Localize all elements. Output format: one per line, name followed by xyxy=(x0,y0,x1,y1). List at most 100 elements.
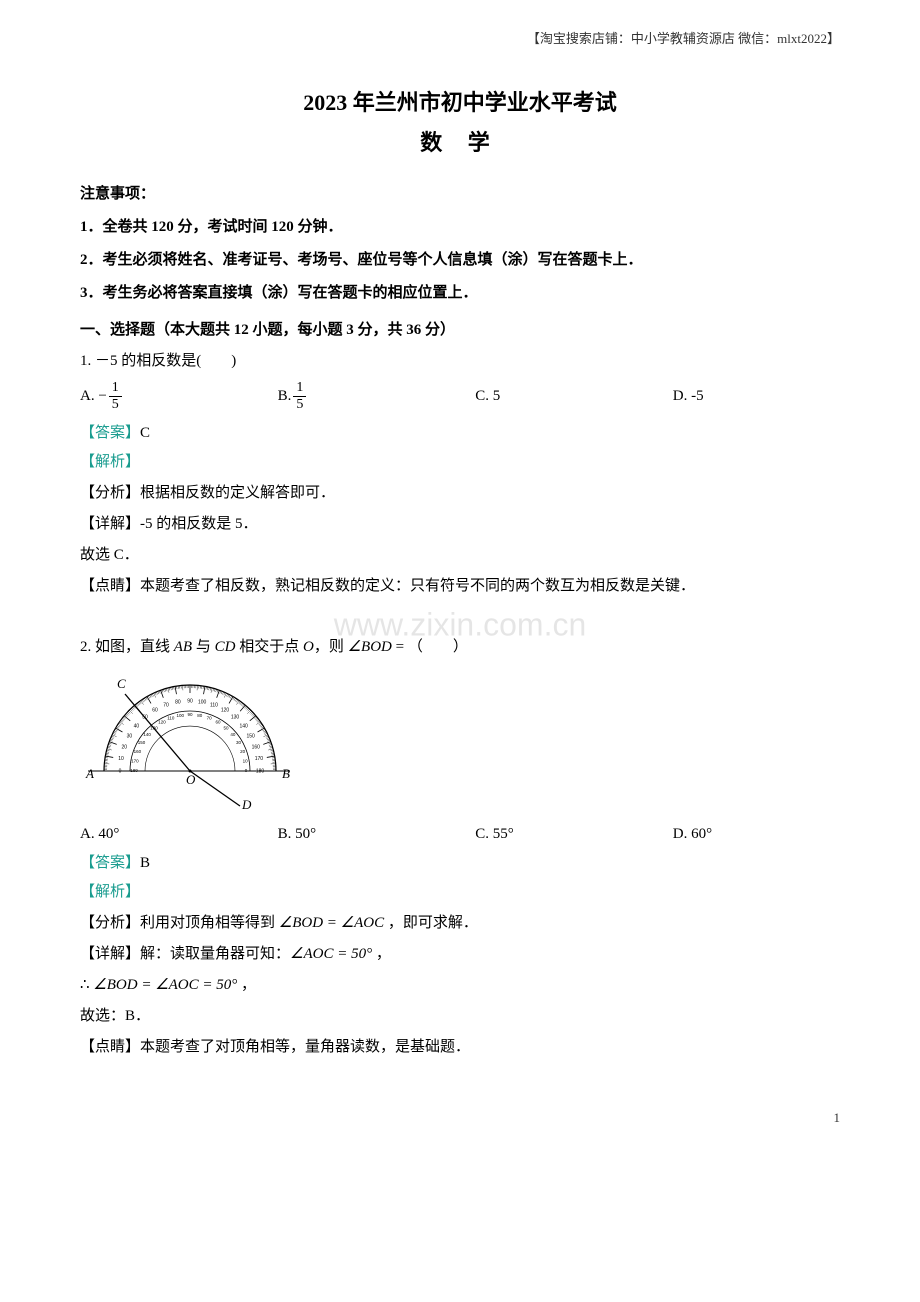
q1-option-a: A. − 1 5 xyxy=(80,380,278,413)
exam-title: 2023 年兰州市初中学业水平考试 xyxy=(80,85,840,117)
q2-answer-value: B xyxy=(140,855,150,871)
svg-text:70: 70 xyxy=(207,716,213,721)
q2-cd: CD xyxy=(215,639,236,655)
svg-text:20: 20 xyxy=(240,749,246,754)
q1-optA-num: 1 xyxy=(109,380,122,397)
svg-text:100: 100 xyxy=(177,713,185,718)
svg-text:170: 170 xyxy=(131,758,139,763)
q2-therefore-eq: ∠BOD = ∠AOC = 50° xyxy=(93,977,237,993)
q2-option-c: C. 55° xyxy=(475,826,673,843)
svg-text:40: 40 xyxy=(230,732,236,737)
q2-analysis-label: 【解析】 xyxy=(80,880,840,901)
q2-options: A. 40° B. 50° C. 55° D. 60° xyxy=(80,826,840,843)
svg-text:80: 80 xyxy=(175,699,181,705)
q2-option-b: B. 50° xyxy=(278,826,476,843)
label-B: B xyxy=(282,766,290,781)
svg-text:160: 160 xyxy=(134,749,142,754)
svg-text:30: 30 xyxy=(127,733,133,739)
svg-text:90: 90 xyxy=(187,712,193,717)
q2-detail-prefix: 【详解】解：读取量角器可知： xyxy=(80,946,290,962)
label-C: C xyxy=(117,676,126,691)
notice-3: 3．考生务必将答案直接填（涂）写在答题卡的相应位置上． xyxy=(80,281,840,302)
section-1-title: 一、选择题（本大题共 12 小题，每小题 3 分，共 36 分） xyxy=(80,318,840,339)
svg-text:160: 160 xyxy=(252,744,261,750)
label-A: A xyxy=(85,766,94,781)
svg-text:50: 50 xyxy=(223,725,229,730)
svg-text:140: 140 xyxy=(239,723,248,729)
q2-detail-eq: ∠AOC = 50° xyxy=(290,946,372,962)
svg-text:150: 150 xyxy=(138,740,146,745)
q2-angle-bod: ∠BOD xyxy=(348,639,392,655)
svg-text:100: 100 xyxy=(198,699,207,705)
q1-optB-num: 1 xyxy=(293,380,306,397)
q1-optB-prefix: B. xyxy=(278,388,292,405)
q1-stem: 1. －5 的相反数是( ) xyxy=(80,349,840,370)
q2-answer: 【答案】B xyxy=(80,851,840,872)
q2-therefore-suffix: ， xyxy=(237,977,256,993)
svg-text:20: 20 xyxy=(121,744,127,750)
q2-mid2: 相交于点 xyxy=(235,639,303,655)
q1-option-c: C. 5 xyxy=(475,380,673,413)
q2-choose: 故选：B． xyxy=(80,1004,840,1025)
header-note: 【淘宝搜索店铺：中小学教辅资源店 微信：mlxt2022】 xyxy=(527,28,840,47)
notice-1: 1．全卷共 120 分，考试时间 120 分钟． xyxy=(80,215,840,236)
q2-option-a: A. 40° xyxy=(80,826,278,843)
page-number: 1 xyxy=(834,1110,841,1126)
q1-option-b: B. 1 5 xyxy=(278,380,476,413)
notice-heading: 注意事项： xyxy=(80,182,840,203)
q1-optA-prefix: A. − xyxy=(80,388,107,405)
svg-text:110: 110 xyxy=(167,716,175,721)
svg-text:30: 30 xyxy=(236,740,242,745)
q2-stem-prefix: 2. 如图，直线 xyxy=(80,639,174,655)
svg-text:150: 150 xyxy=(246,733,255,739)
svg-text:90: 90 xyxy=(187,698,193,704)
exam-subject: 数 学 xyxy=(80,125,840,157)
q2-diagram: A B C D O 018010170201603015040140501306… xyxy=(80,666,840,816)
svg-text:0: 0 xyxy=(119,768,122,774)
svg-text:60: 60 xyxy=(215,720,221,725)
q1-optA-fraction: 1 5 xyxy=(109,380,122,413)
q1-answer-label: 【答案】 xyxy=(80,425,140,441)
svg-text:110: 110 xyxy=(210,703,218,709)
q2-fenxi-suffix: ，即可求解． xyxy=(384,915,478,931)
q2-answer-label: 【答案】 xyxy=(80,855,140,871)
svg-text:80: 80 xyxy=(197,713,203,718)
svg-text:140: 140 xyxy=(143,732,151,737)
q2-option-d: D. 60° xyxy=(673,826,840,843)
svg-text:170: 170 xyxy=(255,756,264,762)
q1-optB-fraction: 1 5 xyxy=(293,380,306,413)
label-O: O xyxy=(186,772,196,787)
q1-options: A. − 1 5 B. 1 5 C. 5 D. -5 xyxy=(80,380,840,413)
q2-o: O xyxy=(303,639,314,655)
svg-text:10: 10 xyxy=(243,758,249,763)
q2-therefore-prefix: ∴ xyxy=(80,977,93,993)
q2-stem: 2. 如图，直线 AB 与 CD 相交于点 O，则 ∠BOD = （ ） xyxy=(80,635,840,656)
q2-fenxi: 【分析】利用对顶角相等得到 ∠BOD = ∠AOC ，即可求解． xyxy=(80,911,840,932)
svg-text:50: 50 xyxy=(142,715,148,721)
q1-dianjing: 【点睛】本题考查了相反数，熟记相反数的定义：只有符号不同的两个数互为相反数是关键… xyxy=(80,574,840,595)
svg-text:120: 120 xyxy=(158,720,166,725)
q1-option-d: D. -5 xyxy=(673,380,840,413)
q2-mid3: ，则 xyxy=(314,639,348,655)
spacer xyxy=(80,605,840,625)
q2-fenxi-eq: ∠BOD = ∠AOC xyxy=(279,915,384,931)
q2-therefore: ∴ ∠BOD = ∠AOC = 50° ， xyxy=(80,973,840,994)
q1-optA-den: 5 xyxy=(109,397,122,413)
svg-text:40: 40 xyxy=(134,723,140,729)
bottom-spacer xyxy=(80,1066,840,1106)
q2-detail-suffix: ， xyxy=(372,946,391,962)
q1-analysis-label: 【解析】 xyxy=(80,450,840,471)
svg-text:70: 70 xyxy=(163,703,169,709)
q1-detail: 【详解】-5 的相反数是 5． xyxy=(80,512,840,533)
protractor-svg: A B C D O 018010170201603015040140501306… xyxy=(80,666,300,811)
q2-fenxi-prefix: 【分析】利用对顶角相等得到 xyxy=(80,915,279,931)
svg-text:180: 180 xyxy=(130,768,138,773)
q1-fenxi: 【分析】根据相反数的定义解答即可． xyxy=(80,481,840,502)
notice-2: 2．考生必须将姓名、准考证号、考场号、座位号等个人信息填（涂）写在答题卡上． xyxy=(80,248,840,269)
q1-answer: 【答案】C xyxy=(80,421,840,442)
label-D: D xyxy=(241,797,252,811)
q2-mid1: 与 xyxy=(192,639,215,655)
q2-ab: AB xyxy=(174,639,192,655)
svg-text:130: 130 xyxy=(150,725,158,730)
q2-dianjing: 【点睛】本题考查了对顶角相等，量角器读数，是基础题． xyxy=(80,1035,840,1056)
